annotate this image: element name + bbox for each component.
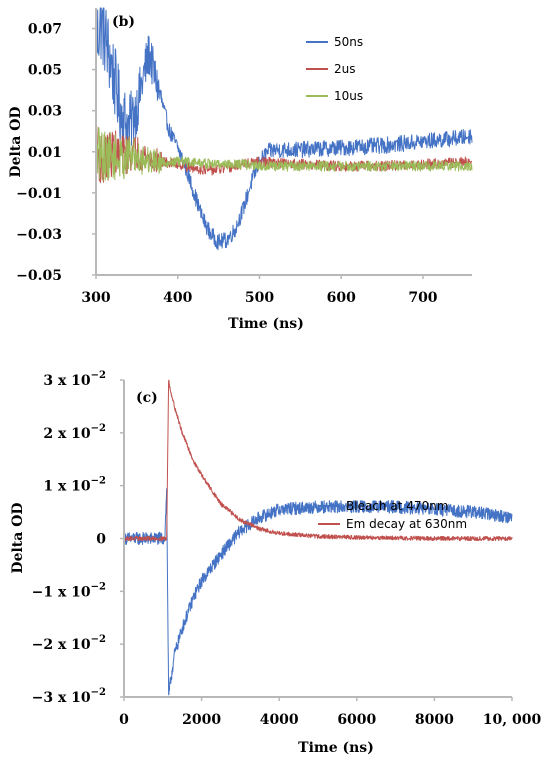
panel-label-c: (c) [136, 390, 158, 406]
legend-label: Em decay at 630nm [346, 517, 467, 531]
y-tick-label: −0.03 [16, 227, 62, 243]
x-tick-label: 0 [119, 712, 129, 728]
x-tick-label: 6000 [337, 712, 376, 728]
x-tick-label: 600 [327, 290, 356, 306]
y-tick-label: −1 x 10−2 [32, 581, 106, 600]
x-tick-label: 700 [408, 290, 437, 306]
chart-b-series [95, 7, 473, 251]
y-tick-label: −2 x 10−2 [32, 634, 106, 653]
x-tick-label: 400 [163, 290, 192, 306]
chart-b-y-label: Delta OD [8, 106, 24, 177]
chart-c-x-ticks: 0 2000 4000 6000 8000 10, 000 [119, 697, 541, 728]
chart-b: (b) 0.07 0.05 0.03 0.01 −0.01 −0.03 −0.05 300 4… [8, 7, 473, 332]
x-tick-label: 10, 000 [483, 712, 542, 728]
chart-c-legend: Bleach at 470nm Em decay at 630nm [318, 499, 467, 531]
series-line-3 [95, 127, 473, 182]
series-line-1 [95, 7, 473, 251]
legend-label: 2us [334, 62, 356, 76]
legend-label: 50ns [334, 35, 363, 49]
panel-label-b: (b) [112, 14, 135, 30]
y-tick-label: 0.03 [28, 104, 62, 120]
x-tick-label: 500 [245, 290, 274, 306]
chart-c-series [123, 379, 513, 696]
chart-b-x-ticks: 300 400 500 600 700 [81, 275, 438, 306]
chart-c: (c) 3 x 10−2 2 x 10−2 1 x 10−2 0 −1 x 10−2 −2… [10, 370, 541, 756]
y-tick-label: −3 x 10−2 [32, 687, 106, 706]
y-tick-label: 0 [96, 532, 106, 548]
x-tick-label: 4000 [260, 712, 299, 728]
chart-b-legend: 50ns 2us 10us [306, 35, 363, 103]
x-tick-label: 8000 [415, 712, 454, 728]
y-tick-label: −0.01 [16, 186, 62, 202]
y-tick-label: 2 x 10−2 [43, 423, 106, 442]
chart-b-y-ticks: 0.07 0.05 0.03 0.01 −0.01 −0.03 −0.05 [16, 22, 96, 284]
y-tick-label: 0.01 [28, 145, 62, 161]
chart-c-y-ticks: 3 x 10−2 2 x 10−2 1 x 10−2 0 −1 x 10−2 −2 x 1… [32, 370, 124, 706]
y-tick-label: 0.07 [28, 22, 62, 38]
y-tick-label: 0.05 [28, 63, 62, 79]
y-tick-label: 3 x 10−2 [43, 370, 106, 389]
series-line-2 [123, 379, 513, 542]
legend-label: 10us [334, 89, 363, 103]
chart-c-y-label: Delta OD [10, 502, 26, 573]
x-tick-label: 300 [81, 290, 110, 306]
series-line-2 [95, 126, 473, 184]
y-tick-label: −0.05 [16, 268, 62, 284]
chart-c-x-label: Time (ns) [298, 740, 374, 756]
legend-label: Bleach at 470nm [346, 499, 448, 513]
chart-b-x-label: Time (ns) [228, 316, 304, 332]
y-tick-label: 1 x 10−2 [43, 476, 106, 495]
x-tick-label: 2000 [182, 712, 221, 728]
